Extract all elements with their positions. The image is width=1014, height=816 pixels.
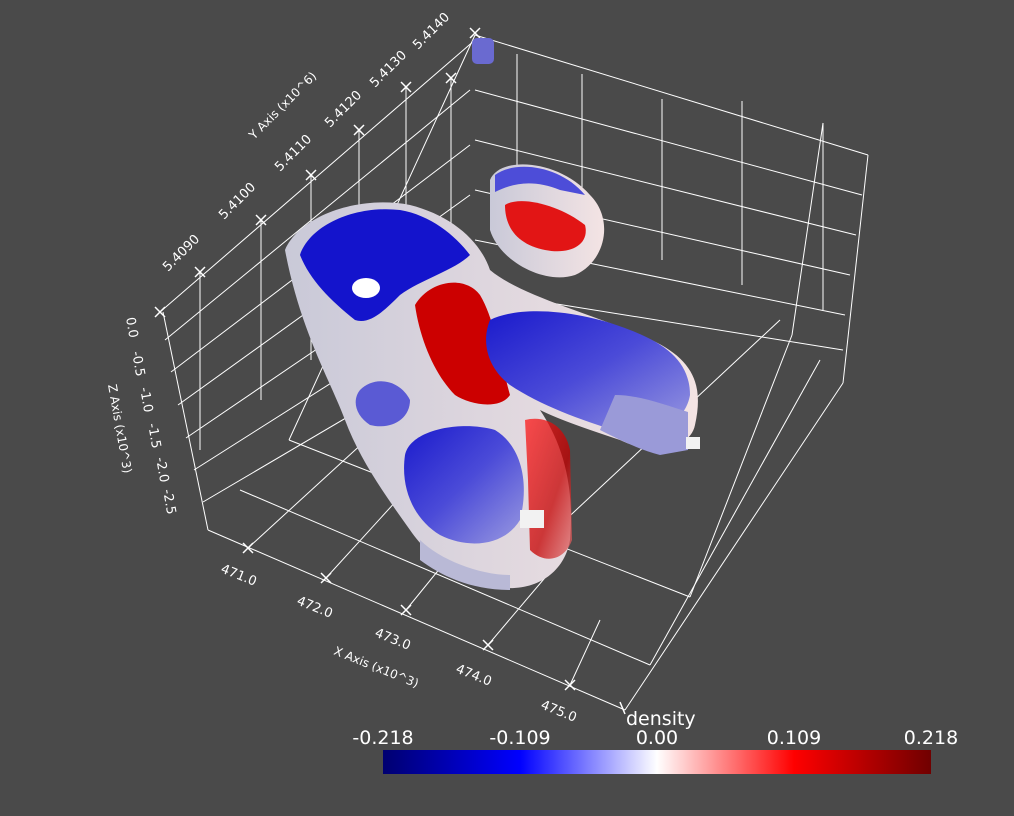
loop-hole	[352, 278, 380, 298]
z-axis-title: Z Axis (x10^3)	[105, 383, 134, 474]
z-tick-label: -0.5	[128, 350, 147, 378]
z-tick-label: 0.0	[122, 316, 140, 339]
y-tick-label: 5.4100	[216, 180, 259, 223]
tick-marks	[154, 27, 626, 715]
white-voxel-2	[686, 437, 700, 449]
z-tick-label: -1.5	[144, 422, 163, 450]
lower-lobe-blue[interactable]	[404, 426, 524, 544]
colorbar-label: 0.109	[766, 727, 822, 749]
colorbar-label-max: 0.218	[903, 727, 959, 749]
density-volume[interactable]	[285, 38, 700, 590]
colorbar-gradient	[383, 750, 931, 774]
colorbar-label-mid: 0.00	[635, 727, 679, 749]
lower-red-column[interactable]	[525, 418, 572, 559]
white-voxel	[520, 510, 544, 528]
x-tick-label: 473.0	[373, 626, 413, 654]
left-blue-patch	[355, 381, 410, 427]
y-axis-title: Y Axis (x10^6)	[246, 69, 320, 143]
x-tick-label: 472.0	[295, 594, 335, 622]
z-tick-label: -1.0	[136, 386, 155, 414]
colorbar-title: density	[626, 708, 696, 730]
right-arm-edge	[600, 395, 688, 455]
color-legend: density -0.218 -0.109 0.00 0.109 0.218	[352, 706, 972, 786]
x-tick-label: 474.0	[454, 662, 494, 690]
red-core[interactable]	[415, 282, 510, 405]
z-tick-label: -2.0	[152, 456, 171, 484]
y-tick-label: 5.4140	[410, 10, 453, 53]
y-tick-label: 5.4110	[272, 132, 315, 175]
y-tick-label: 5.4120	[322, 88, 365, 131]
colorbar-label: -0.109	[489, 727, 551, 749]
upper-ring-blue[interactable]	[495, 166, 585, 195]
blue-loop[interactable]	[300, 209, 470, 321]
lower-body-edge	[420, 540, 510, 590]
z-axis-labels: 0.0 -0.5 -1.0 -1.5 -2.0 -2.5 Z Axis (x10…	[105, 316, 178, 516]
upper-ring-red[interactable]	[505, 201, 586, 252]
colorbar-label-min: -0.218	[352, 727, 414, 749]
z-tick-label: -2.5	[159, 488, 178, 516]
small-voxel-cluster[interactable]	[472, 38, 494, 64]
x-tick-label: 471.0	[219, 562, 259, 590]
